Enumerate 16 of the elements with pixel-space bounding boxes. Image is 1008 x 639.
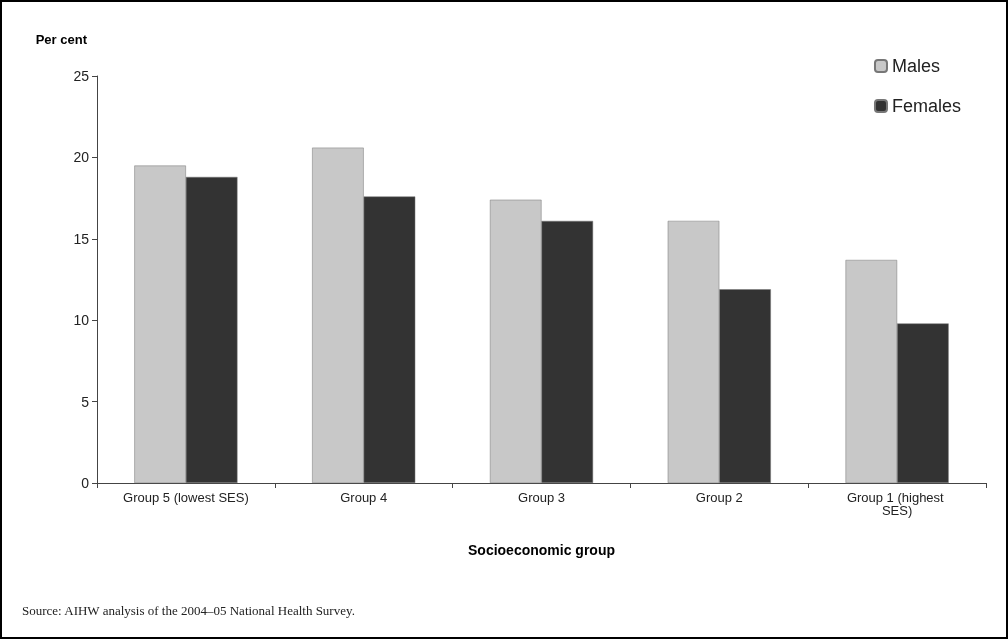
x-tick-label: Group 1 (highest SES) (846, 490, 948, 518)
source-note: Source: AIHW analysis of the 2004–05 National Health Survey. (22, 603, 355, 618)
x-tick-label: Group 5 (lowest SES) (123, 490, 249, 505)
legend-label: Males (891, 56, 940, 76)
y-tick-label: 0 (81, 475, 90, 491)
y-tick-label: 25 (73, 68, 90, 84)
y-tick-label: 10 (73, 312, 90, 329)
x-tick-label: Group 2 (695, 490, 743, 505)
x-axis-title: Socioeconomic group (467, 542, 616, 558)
y-axis-title: Per cent (35, 32, 88, 47)
y-tick-label: 20 (73, 149, 90, 166)
y-tick-label: 5 (81, 393, 90, 410)
x-tick-label: Group 3 (518, 490, 565, 505)
x-tick-label: Group 4 (340, 490, 388, 505)
legend-label: Females (891, 96, 962, 116)
y-tick-label: 15 (73, 230, 90, 247)
